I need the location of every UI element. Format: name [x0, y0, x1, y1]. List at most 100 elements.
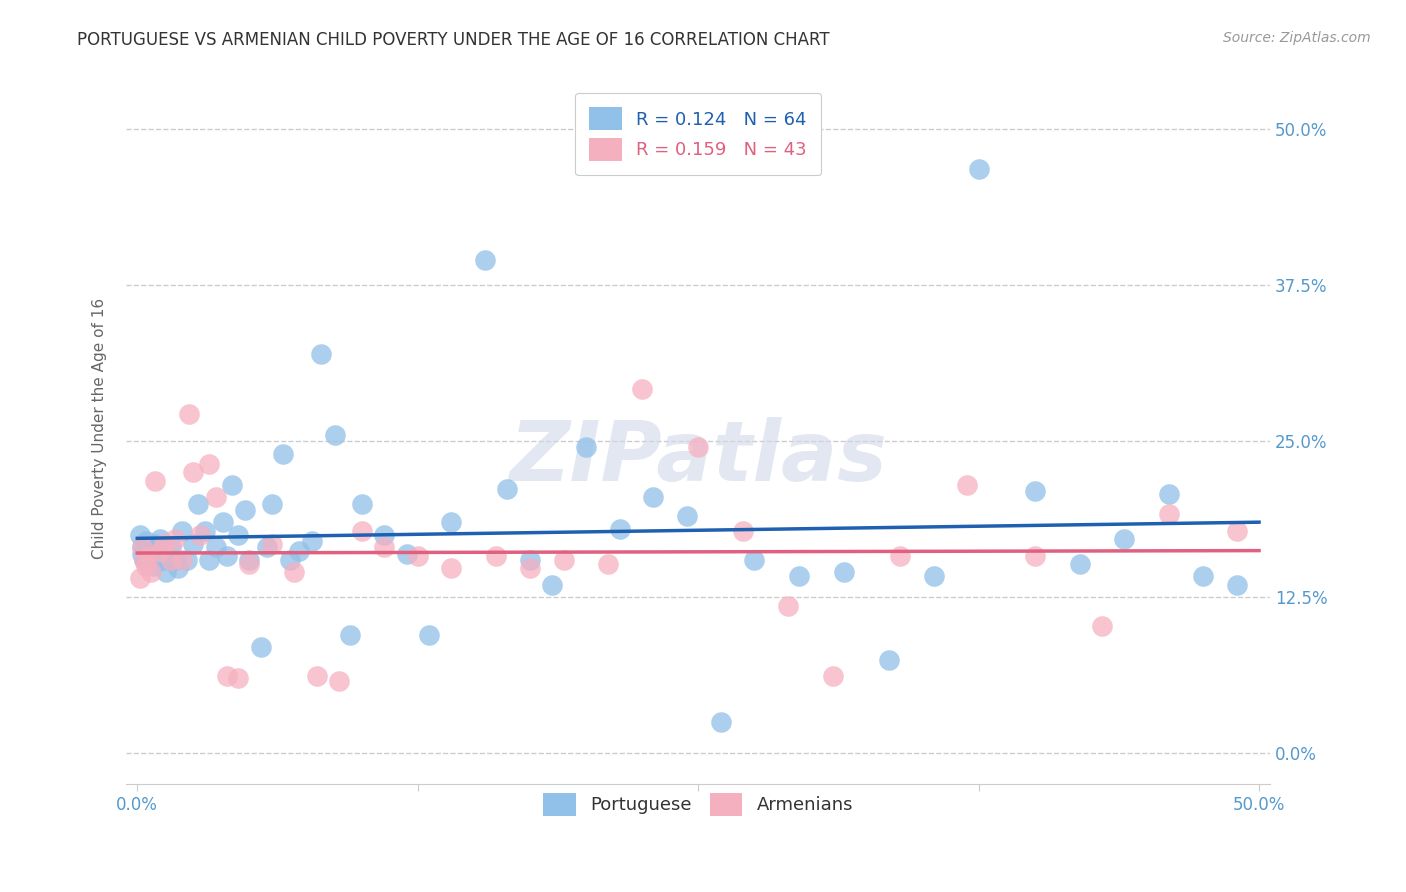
Point: [271, 447, 294, 461]
Point: [922, 569, 945, 583]
Point: [204, 491, 226, 505]
Point: [188, 528, 211, 542]
Text: PORTUGUESE VS ARMENIAN CHILD POVERTY UNDER THE AGE OF 16 CORRELATION CHART: PORTUGUESE VS ARMENIAN CHILD POVERTY UND…: [77, 31, 830, 49]
Point: [226, 528, 249, 542]
Point: [128, 572, 150, 586]
Point: [474, 253, 496, 268]
Point: [832, 566, 855, 580]
Point: [183, 536, 205, 550]
Point: [519, 553, 541, 567]
Point: [138, 549, 160, 563]
Point: [142, 559, 165, 574]
Point: [260, 497, 283, 511]
Point: [288, 544, 311, 558]
Point: [215, 669, 238, 683]
Point: [1069, 557, 1091, 571]
Point: [139, 566, 162, 580]
Point: [440, 516, 463, 530]
Point: [609, 522, 631, 536]
Point: [176, 553, 198, 567]
Point: [177, 407, 200, 421]
Point: [1226, 524, 1249, 538]
Point: [165, 553, 187, 567]
Point: [643, 491, 665, 505]
Point: [183, 466, 205, 480]
Point: [153, 553, 176, 567]
Point: [198, 553, 221, 567]
Point: [787, 569, 810, 583]
Point: [323, 428, 346, 442]
Point: [132, 553, 155, 567]
Point: [131, 547, 153, 561]
Text: ZIPatlas: ZIPatlas: [509, 417, 887, 498]
Point: [187, 497, 209, 511]
Point: [194, 524, 217, 538]
Point: [519, 561, 541, 575]
Point: [226, 671, 249, 685]
Point: [339, 627, 361, 641]
Point: [406, 549, 429, 563]
Point: [1024, 549, 1046, 563]
Point: [598, 557, 620, 571]
Point: [233, 503, 256, 517]
Point: [821, 669, 844, 683]
Point: [418, 627, 440, 641]
Point: [143, 474, 166, 488]
Y-axis label: Child Poverty Under the Age of 16: Child Poverty Under the Age of 16: [93, 298, 107, 559]
Point: [350, 524, 373, 538]
Point: [496, 482, 519, 496]
Point: [153, 536, 176, 550]
Point: [131, 541, 153, 555]
Point: [238, 553, 260, 567]
Point: [688, 441, 710, 455]
Point: [143, 536, 166, 550]
Point: [221, 478, 243, 492]
Point: [138, 549, 160, 563]
Point: [149, 532, 172, 546]
Point: [305, 669, 328, 683]
Point: [956, 478, 979, 492]
Point: [238, 557, 260, 571]
Point: [211, 516, 233, 530]
Point: [328, 673, 350, 688]
Point: [215, 549, 238, 563]
Point: [166, 561, 188, 575]
Point: [204, 541, 226, 555]
Point: [155, 566, 177, 580]
Point: [395, 547, 418, 561]
Point: [1226, 578, 1249, 592]
Point: [128, 528, 150, 542]
Point: [1091, 619, 1114, 633]
Point: [742, 553, 765, 567]
Point: [440, 561, 463, 575]
Point: [967, 162, 990, 177]
Point: [249, 640, 271, 654]
Point: [731, 524, 754, 538]
Point: [485, 549, 508, 563]
Point: [309, 347, 332, 361]
Point: [149, 544, 172, 558]
Point: [256, 541, 278, 555]
Point: [1024, 484, 1046, 499]
Point: [1192, 569, 1215, 583]
Legend: Portuguese, Armenians: Portuguese, Armenians: [534, 784, 862, 825]
Point: [541, 578, 564, 592]
Point: [132, 553, 155, 567]
Point: [131, 541, 153, 555]
Point: [260, 536, 283, 550]
Point: [135, 534, 157, 549]
Point: [877, 652, 900, 666]
Point: [301, 534, 323, 549]
Point: [172, 553, 194, 567]
Point: [278, 553, 301, 567]
Point: [575, 441, 598, 455]
Point: [1114, 532, 1136, 546]
Point: [373, 541, 395, 555]
Point: [165, 532, 187, 546]
Point: [198, 457, 221, 471]
Point: [631, 382, 654, 396]
Point: [135, 559, 157, 574]
Point: [373, 528, 395, 542]
Point: [676, 509, 699, 524]
Point: [350, 497, 373, 511]
